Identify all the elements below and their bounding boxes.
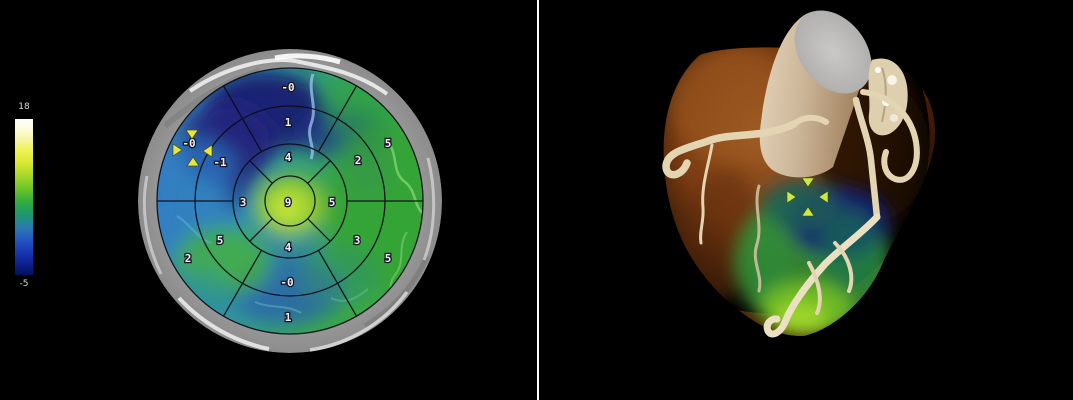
segment-value: 5 (385, 252, 392, 265)
crosshair-marker-icon[interactable] (172, 129, 213, 167)
segment-value: 2 (185, 252, 192, 265)
coronary-arteries (662, 89, 920, 338)
color-scale-bar (15, 119, 33, 275)
segment-value: -0 (280, 276, 293, 289)
segment-value: 3 (354, 234, 361, 247)
segment-value: 2 (355, 154, 362, 167)
segment-value: 9 (285, 196, 292, 209)
segment-value: 4 (285, 241, 292, 254)
aorta-cut-plane (794, 10, 872, 94)
bullseye-polar-map[interactable]: -0 5 5 1 2 -0 1 2 3 -0 5 -1 4 5 4 3 9 (135, 46, 445, 356)
segment-value: -0 (281, 81, 294, 94)
segment-value: 5 (385, 137, 392, 150)
colorbar-min-label: -5 (19, 279, 29, 289)
segment-value: -0 (182, 137, 195, 150)
colorbar-max-label: 18 (18, 102, 30, 112)
segment-values: -0 5 5 1 2 -0 1 2 3 -0 5 -1 4 5 4 3 9 (181, 80, 393, 326)
heart-3d-render[interactable] (620, 0, 960, 360)
segment-value: 4 (285, 151, 292, 164)
segment-value: 1 (285, 311, 292, 324)
segment-value: 1 (285, 116, 292, 129)
polar-map-viewport[interactable]: 18 -5 (0, 0, 537, 400)
segment-value: 5 (329, 196, 336, 209)
panel-divider (537, 0, 539, 400)
segment-grid (156, 67, 424, 335)
segment-value: -1 (213, 156, 227, 169)
segment-value: 5 (217, 234, 224, 247)
crosshair-marker-icon[interactable] (786, 177, 829, 217)
volume-3d-viewport[interactable]: 18 -5 (539, 0, 1073, 400)
segment-value: 3 (240, 196, 247, 209)
